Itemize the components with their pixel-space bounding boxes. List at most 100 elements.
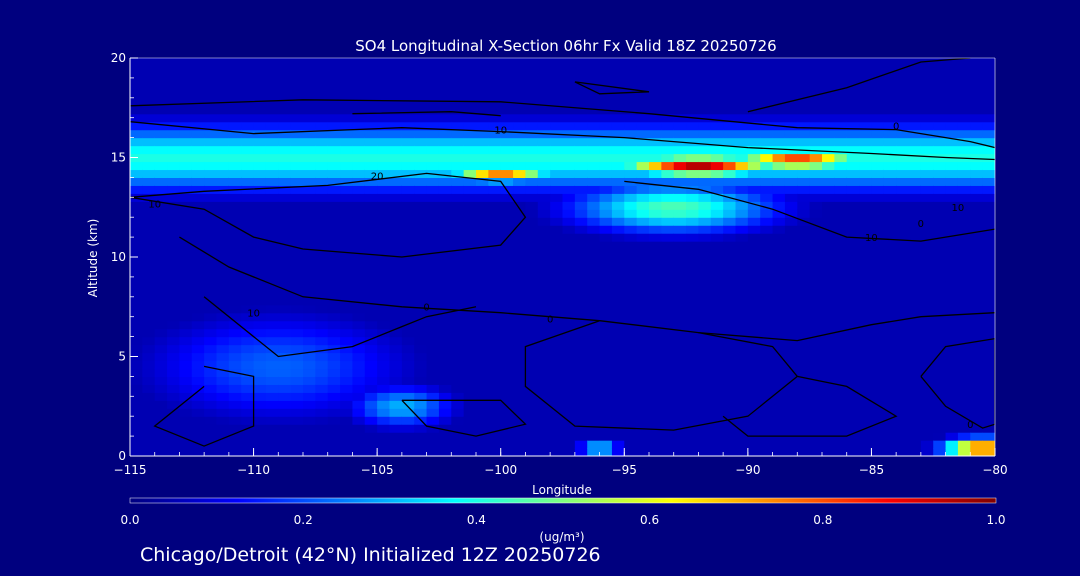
field-cell bbox=[537, 400, 551, 409]
field-cell bbox=[871, 113, 885, 123]
field-cell bbox=[476, 336, 489, 346]
field-cell bbox=[846, 177, 860, 186]
field-cell bbox=[352, 416, 366, 425]
field-cell bbox=[537, 432, 551, 441]
field-cell bbox=[327, 58, 341, 67]
field-cell bbox=[451, 400, 465, 409]
field-cell bbox=[710, 209, 724, 218]
field-cell bbox=[982, 201, 995, 210]
field-cell bbox=[649, 177, 662, 186]
field-cell bbox=[525, 73, 539, 83]
field-cell bbox=[957, 416, 971, 425]
field-cell bbox=[896, 209, 910, 218]
field-cell bbox=[908, 257, 922, 266]
field-cell bbox=[438, 272, 452, 282]
field-cell bbox=[451, 416, 465, 425]
field-cell bbox=[241, 241, 255, 250]
field-cell bbox=[809, 201, 823, 210]
field-cell bbox=[859, 296, 873, 306]
field-cell bbox=[364, 97, 378, 107]
field-cell bbox=[438, 169, 452, 178]
field-cell bbox=[204, 280, 218, 290]
field-cell bbox=[525, 272, 539, 282]
field-cell bbox=[735, 81, 749, 91]
field-cell bbox=[537, 272, 551, 282]
field-cell bbox=[513, 392, 527, 401]
field-cell bbox=[278, 424, 292, 433]
field-cell bbox=[315, 129, 329, 139]
field-cell bbox=[537, 328, 551, 338]
field-cell bbox=[204, 249, 218, 258]
field-cell bbox=[883, 328, 897, 338]
field-cell bbox=[364, 193, 378, 202]
field-cell bbox=[920, 249, 934, 258]
field-cell bbox=[364, 400, 378, 409]
field-cell bbox=[760, 320, 774, 330]
field-cell bbox=[859, 440, 873, 449]
field-cell bbox=[364, 145, 378, 155]
field-cell bbox=[167, 185, 181, 194]
field-cell bbox=[426, 432, 440, 441]
field-cell bbox=[859, 65, 873, 75]
field-cell bbox=[945, 257, 959, 266]
field-cell bbox=[896, 288, 910, 298]
field-cell bbox=[846, 352, 860, 362]
field-cell bbox=[772, 352, 786, 362]
field-cell bbox=[167, 233, 181, 242]
field-cell bbox=[389, 408, 403, 417]
field-cell bbox=[451, 249, 465, 258]
field-cell bbox=[315, 233, 329, 242]
field-cell bbox=[822, 177, 835, 186]
field-cell bbox=[661, 225, 675, 234]
field-cell bbox=[624, 344, 638, 354]
field-cell bbox=[599, 217, 613, 226]
field-cell bbox=[710, 384, 724, 393]
field-cell bbox=[204, 408, 218, 417]
field-cell bbox=[846, 145, 860, 155]
field-cell bbox=[822, 73, 835, 83]
field-cell bbox=[883, 209, 897, 218]
field-cell bbox=[945, 296, 959, 306]
field-cell bbox=[204, 185, 218, 194]
field-cell bbox=[340, 352, 354, 362]
field-cell bbox=[290, 257, 304, 266]
field-cell bbox=[278, 320, 292, 330]
field-cell bbox=[809, 249, 823, 258]
field-cell bbox=[636, 432, 650, 441]
field-cell bbox=[488, 201, 502, 210]
field-cell bbox=[451, 217, 465, 226]
field-cell bbox=[179, 328, 193, 338]
field-cell bbox=[253, 280, 267, 290]
field-cell bbox=[661, 241, 675, 250]
field-cell bbox=[957, 440, 971, 449]
field-cell bbox=[525, 241, 539, 250]
field-cell bbox=[303, 233, 316, 242]
field-cell bbox=[871, 209, 885, 218]
field-cell bbox=[241, 81, 255, 91]
field-cell bbox=[784, 177, 798, 186]
field-cell bbox=[253, 81, 267, 91]
field-cell bbox=[562, 193, 576, 202]
field-cell bbox=[216, 344, 230, 354]
field-cell bbox=[204, 312, 218, 322]
colorbar-tick-label: 0.6 bbox=[640, 513, 659, 527]
field-cell bbox=[859, 145, 873, 155]
field-cell bbox=[574, 288, 588, 298]
field-cell bbox=[537, 241, 551, 250]
field-cell bbox=[574, 360, 588, 370]
field-cell bbox=[191, 201, 205, 210]
field-cell bbox=[859, 416, 873, 425]
field-cell bbox=[957, 384, 971, 393]
field-cell bbox=[871, 105, 885, 115]
field-cell bbox=[735, 320, 749, 330]
field-cell bbox=[611, 185, 625, 194]
field-cell bbox=[253, 121, 267, 131]
field-cell bbox=[587, 336, 601, 346]
field-cell bbox=[982, 233, 995, 242]
field-cell bbox=[698, 73, 712, 83]
field-cell bbox=[389, 296, 403, 306]
field-cell bbox=[142, 129, 156, 139]
field-cell bbox=[377, 73, 391, 83]
field-cell bbox=[414, 137, 428, 147]
field-cell bbox=[142, 400, 156, 409]
